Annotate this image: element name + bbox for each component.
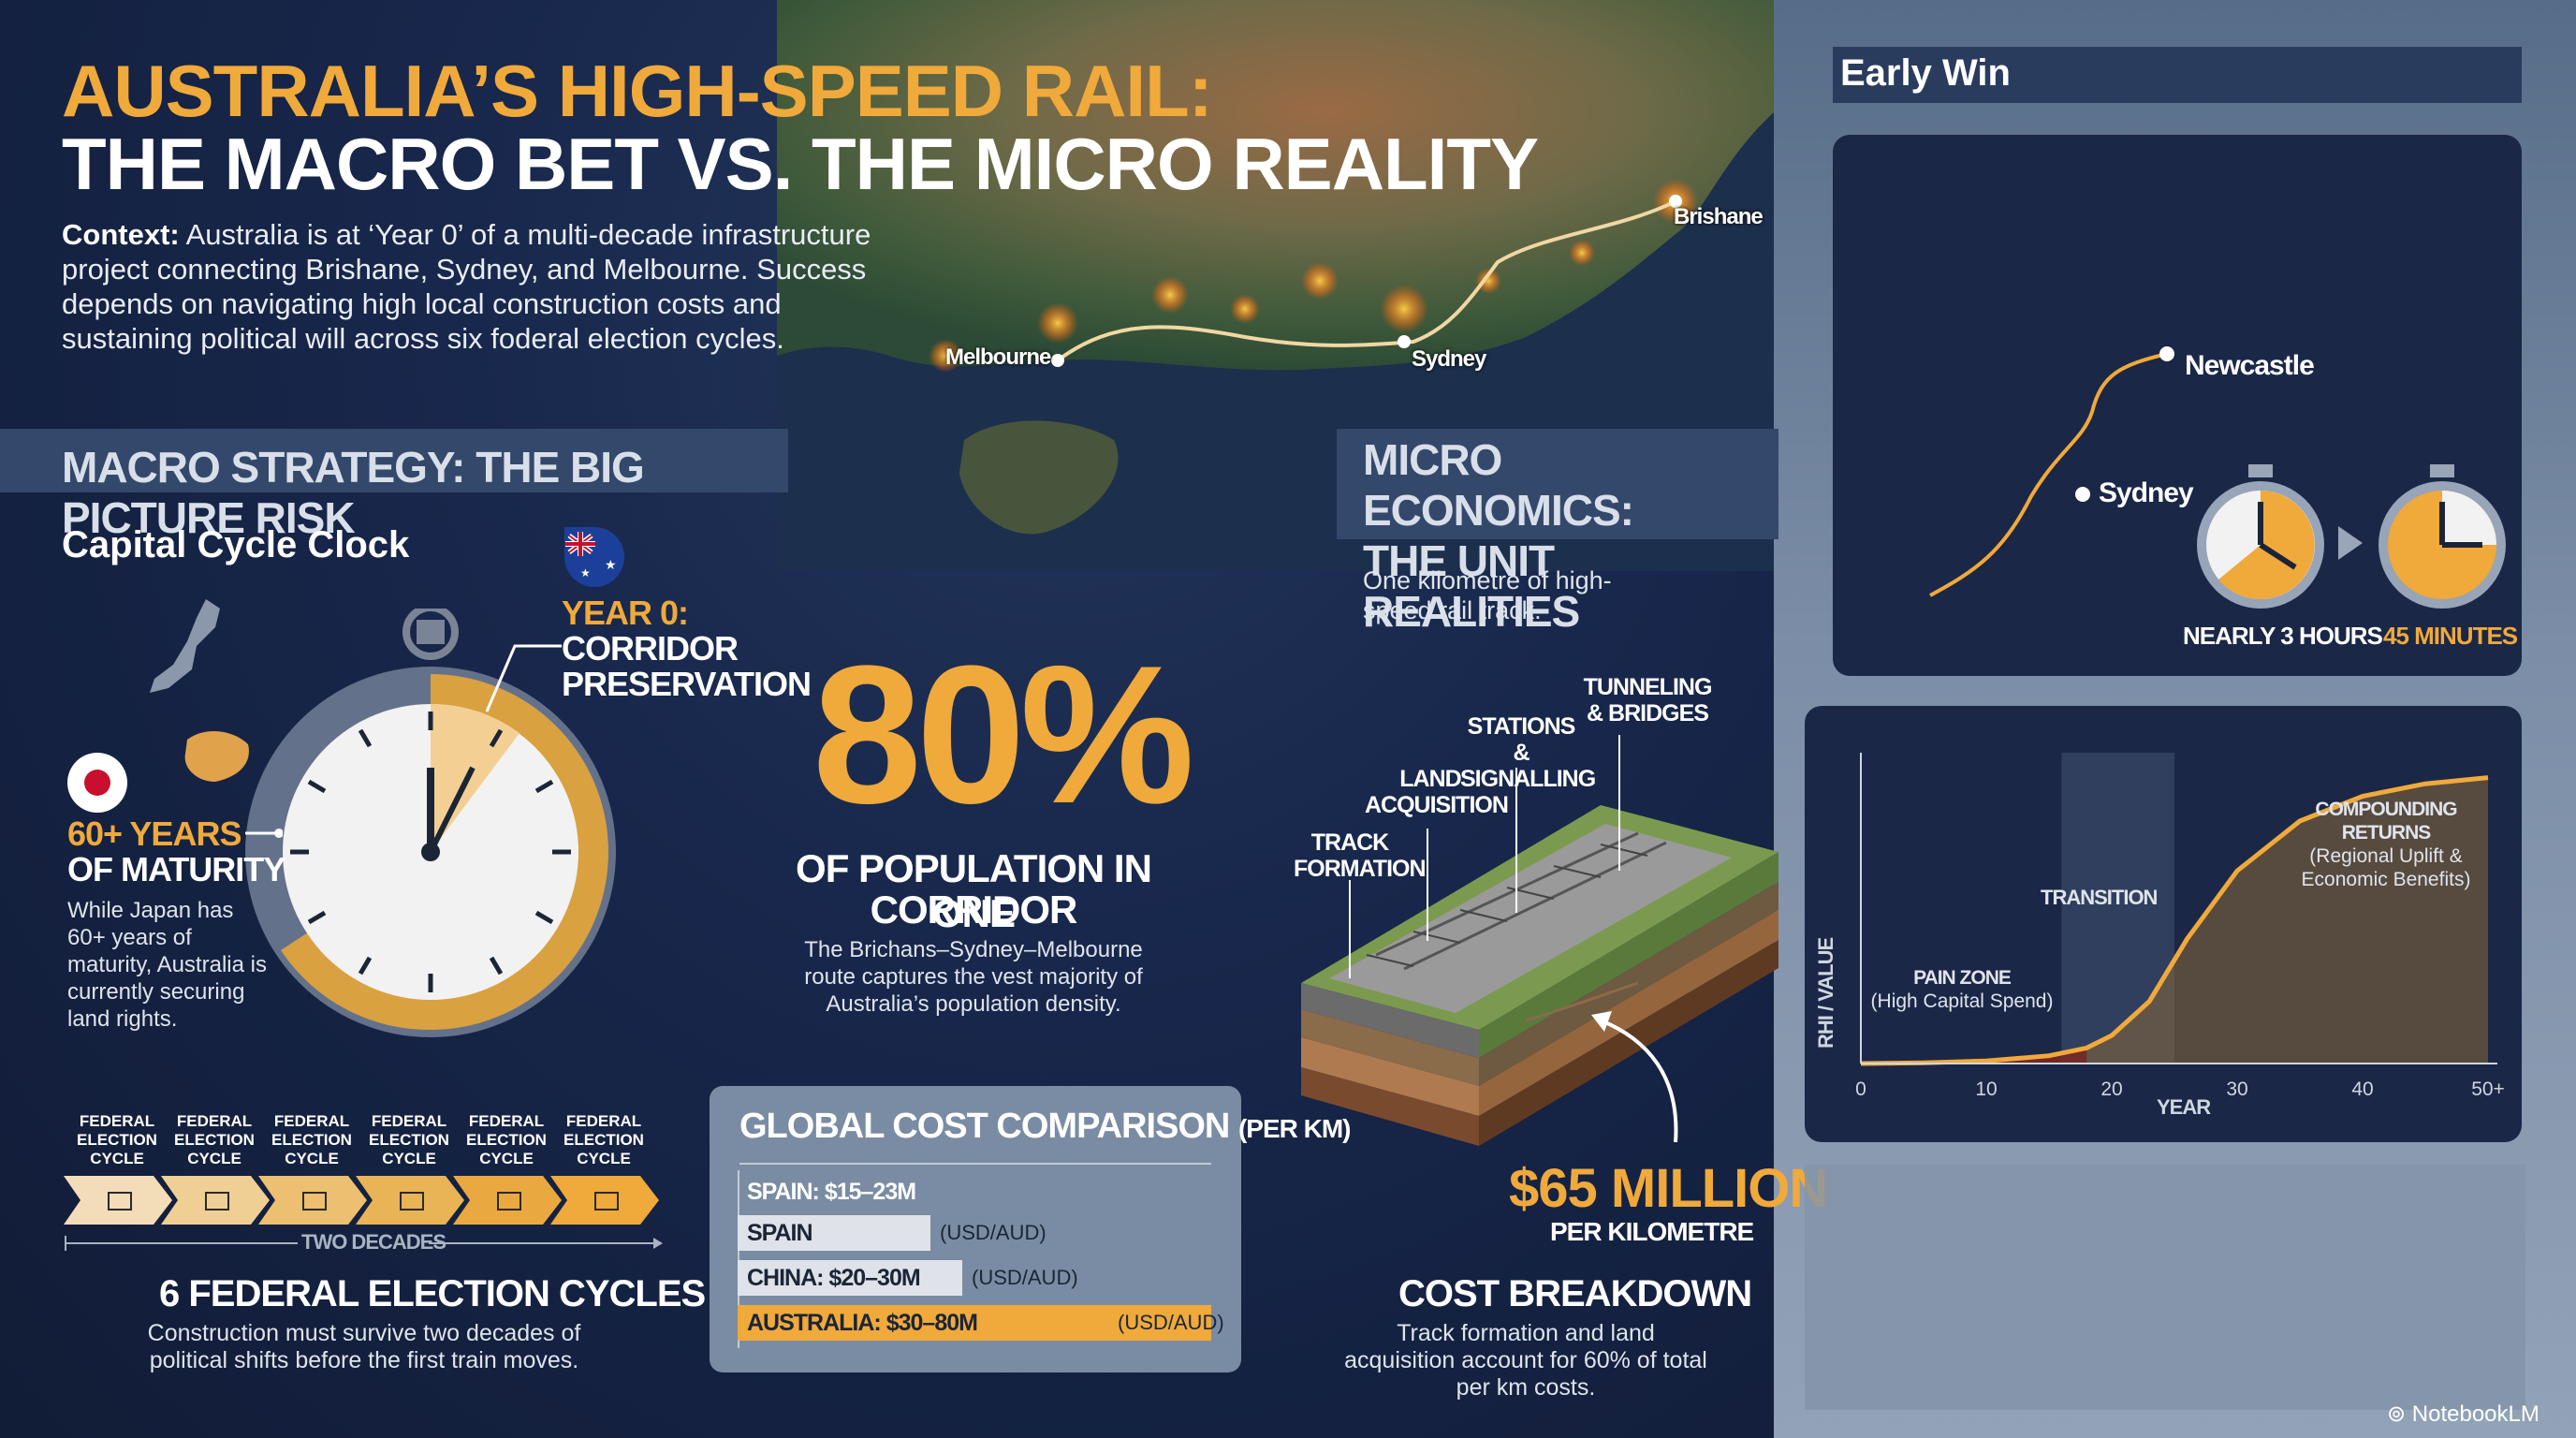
early-win-city-newcastle: Newcastle [2185,350,2315,381]
capital-cycle-stopwatch [245,609,616,1037]
svg-text:★: ★ [580,566,591,580]
year0-leader-line [485,644,562,712]
compounding-returns-annotation: COMPOUNDING RETURNS (Regional Uplift & Eco… [2301,799,2471,890]
cost-breakdown-note: Track formation and land acquisition acc… [1344,1320,1707,1401]
layer-track-formation: TRACK FORMATION [1294,829,1427,882]
early-win-city-sydney: Sydney [2099,477,2194,508]
japan-leader-line [245,829,283,838]
returns-curve [1860,775,2489,1066]
returns-chart: 0 10 20 30 40 50+ [1855,753,2505,1100]
japan-maturity-years: 60+ YEARS [67,814,242,853]
blank-panel [1805,1165,2525,1410]
x-tick-label: 20 [2100,1078,2122,1100]
election-cycle-label-1: FEDERAL ELECTION CYCLE [77,1112,157,1167]
population-label-2: CORRIDOR [870,888,1078,932]
two-decades-label: TWO DECADES [301,1230,446,1254]
macro-section-title: MACRO STRATEGY: THE BIG PICTURE RISK [0,429,788,542]
australia-flag-icon: ★ ★ [564,527,624,587]
map-label-sydney: Sydney [1412,346,1486,372]
cost-divider [739,1163,1211,1165]
newcastle-sydney-route [1929,346,2174,597]
x-tick-label: 10 [1975,1078,1997,1100]
price-per-km: $65 MILLION [1509,1158,1828,1219]
election-cycle-label-5: FEDERAL ELECTION CYCLE [466,1112,547,1167]
year0-corridor-label: CORRIDOR [562,629,739,668]
election-cycle-label-3: FEDERAL ELECTION CYCLE [271,1112,352,1167]
chart-x-label: YEAR [2157,1095,2211,1119]
cost-comparison-title: GLOBAL COST COMPARISON (PER KM) [739,1107,1351,1146]
context-text: Australia is at ‘Year 0’ of a multi-deca… [62,218,871,355]
cost-row-spain-range: SPAIN: $15–23M [747,1179,916,1205]
election-cycle-arrows [64,1176,659,1225]
election-cycle-label-4: FEDERAL ELECTION CYCLE [369,1112,449,1167]
early-win-title: Early Win [1833,47,2522,103]
clock-before-icon [2197,464,2324,609]
track-cross-section [1301,805,1778,1146]
japan-australia-outlines [150,599,249,782]
population-label-1: OF POPULATION IN ONE [796,846,1152,935]
cost-row-china: CHINA: $20–30M [738,1260,962,1296]
layer-tunneling-bridges: TUNNELING & BRIDGES [1583,674,1713,726]
cycles-note: Construction must survive two decades of… [147,1320,581,1373]
year0-label: YEAR 0: [562,594,689,632]
cycles-title: 6 FEDERAL ELECTION CYCLES [159,1273,706,1314]
brisbane-dot [1669,195,1682,208]
micro-intro: One kilometre of high-speed rail track. [1363,566,1612,624]
two-decades-axis [65,1236,663,1251]
map-label-brisbane: Brishane [1674,204,1764,229]
svg-text:★: ★ [605,557,617,572]
context-paragraph: Context: Australia is at ‘Year 0’ of a m… [62,217,904,356]
title-line-1: AUSTRALIA’S HIGH-SPEED RAIL: [62,50,1213,132]
map-label-melbourne: Melbourne [945,345,1051,370]
population-note: The Brichans–Sydney–Melbourne route capt… [804,937,1143,1017]
time-arrow-icon [2338,526,2363,560]
returns-area [1861,777,2488,1064]
capital-cycle-clock-title: Capital Cycle Clock [62,524,410,565]
pain-zone-annotation: PAIN ZONE (High Capital Spend) [1870,967,2054,1012]
sydney-dot [1398,335,1411,348]
chart-y-label: RHI / VALUE [1814,937,1837,1049]
x-tick-label: 30 [2226,1078,2247,1100]
time-before-label: NEARLY 3 HOURS [2183,622,2383,650]
japan-flag-icon [67,753,127,813]
x-tick-label: 40 [2351,1078,2373,1100]
cost-row-spain: SPAIN [738,1215,930,1251]
clock-after-icon [2378,464,2506,609]
layer-land-acquisition: LAND ACQUISITION [1365,766,1509,818]
layer-stations-signalling: STATIONS & SIGNALLING [1460,713,1596,792]
title-line-2: THE MACRO BET VS. THE MICRO REALITY [62,123,1539,205]
micro-section-title: MICRO ECONOMICS: THE UNIT REALITIES [1337,429,1778,636]
cost-axis [738,1170,739,1348]
melbourne-dot [1051,354,1064,367]
japan-maturity-label: OF MATURITY [67,850,285,888]
cost-row-china-unit: (USD/AUD) [972,1266,1078,1289]
price-callout-arrow [1591,1011,1678,1143]
price-unit: PER KILOMETRE [1550,1217,1754,1246]
time-after-label: 45 MINUTES [2383,622,2518,650]
notebooklm-brand: ⊚ NotebookLM [2387,1401,2539,1427]
transition-annotation: TRANSITION [2041,886,2158,909]
layer-leader-lines [1349,735,1620,978]
x-tick-label: 0 [1855,1078,1866,1100]
population-percent: 80% [812,624,1194,844]
year0-preservation-label: PRESERVATION [562,665,812,703]
x-tick-label: 50+ [2471,1078,2505,1100]
cost-breakdown-title: COST BREAKDOWN [1398,1273,1752,1314]
election-cycle-label-2: FEDERAL ELECTION CYCLE [174,1112,255,1167]
japan-maturity-note: While Japan has 60+ years of maturity, A… [67,898,267,1032]
cost-row-spain-unit: (USD/AUD) [940,1221,1046,1244]
cost-row-australia-unit: (USD/AUD) [1118,1311,1224,1334]
cost-row-australia: AUSTRALIA: $30–80M [738,1305,1211,1341]
context-label: Context: [62,218,180,251]
election-cycle-label-6: FEDERAL ELECTION CYCLE [564,1112,644,1167]
